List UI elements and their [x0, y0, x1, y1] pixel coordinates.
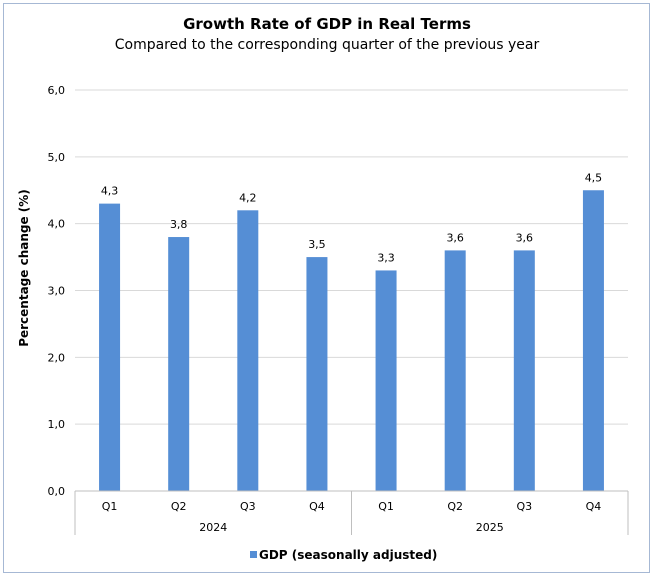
data-label: 4,5: [585, 171, 603, 184]
y-tick-label: 5,0: [48, 151, 66, 164]
bar: [444, 250, 466, 491]
data-label: 4,2: [239, 191, 257, 204]
data-label: 3,3: [377, 251, 395, 264]
y-tick-label: 1,0: [48, 418, 66, 431]
y-tick-label: 4,0: [48, 218, 66, 231]
x-axis: Q1 Q2 Q3 Q4 Q1 Q2 Q3 Q4 2024 2025: [74, 490, 629, 535]
y-axis-ticks: 0,0 1,0 2,0 3,0 4,0 5,0 6,0: [48, 84, 66, 498]
x-tick-label: Q2: [447, 500, 463, 513]
x-tick-label: Q2: [171, 500, 187, 513]
legend: GDP (seasonally adjusted): [250, 548, 437, 562]
x-tick-label: Q4: [309, 500, 325, 513]
y-axis-label: Percentage change (%): [17, 189, 31, 347]
data-labels: 4,3 3,8 4,2 3,5 3,3 3,6 3,6 4,5: [101, 171, 602, 264]
gridlines: [75, 89, 628, 425]
y-tick-label: 0,0: [48, 485, 66, 498]
legend-swatch: [250, 551, 257, 558]
bar: [237, 210, 259, 492]
x-group-label: 2024: [199, 521, 227, 534]
bar: [582, 190, 604, 491]
bar: [513, 250, 535, 491]
data-label: 3,8: [170, 218, 188, 231]
data-label: 3,6: [516, 231, 534, 244]
x-tick-label: Q3: [516, 500, 532, 513]
x-tick-label: Q1: [378, 500, 394, 513]
bar: [375, 270, 397, 491]
x-tick-label: Q3: [240, 500, 256, 513]
chart-subtitle: Compared to the corresponding quarter of…: [115, 37, 540, 53]
bars: [99, 190, 604, 492]
legend-label: GDP (seasonally adjusted): [259, 548, 437, 562]
y-tick-label: 6,0: [48, 84, 66, 97]
x-tick-label: Q4: [586, 500, 602, 513]
y-tick-label: 3,0: [48, 285, 66, 298]
bar: [306, 257, 328, 491]
x-group-label: 2025: [476, 521, 504, 534]
bar: [99, 203, 121, 491]
chart-title: Growth Rate of GDP in Real Terms: [183, 15, 471, 33]
y-tick-label: 2,0: [48, 351, 66, 364]
x-tick-label: Q1: [102, 500, 118, 513]
bar: [168, 237, 190, 491]
data-label: 3,5: [308, 238, 326, 251]
data-label: 4,3: [101, 185, 119, 198]
data-label: 3,6: [446, 231, 464, 244]
